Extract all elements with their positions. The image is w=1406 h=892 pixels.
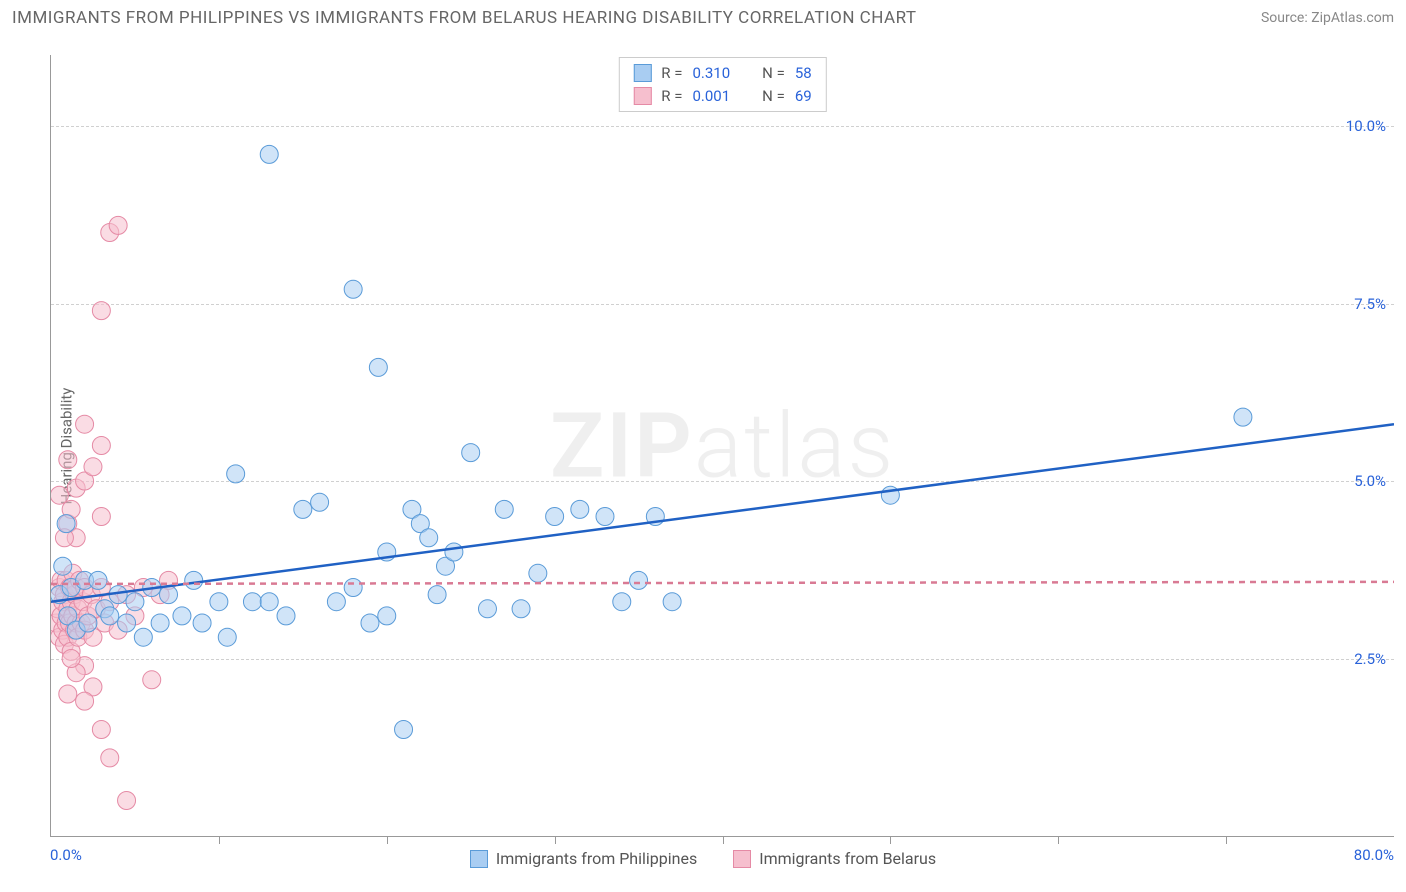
scatter-svg bbox=[51, 55, 1394, 836]
data-point bbox=[57, 515, 75, 533]
x-tick bbox=[387, 836, 388, 844]
data-point bbox=[344, 579, 362, 597]
data-point bbox=[84, 458, 102, 476]
stats-swatch-0 bbox=[633, 64, 651, 82]
legend-label-1: Immigrants from Belarus bbox=[759, 849, 936, 868]
data-point bbox=[218, 628, 236, 646]
data-point bbox=[62, 650, 80, 668]
data-point bbox=[134, 628, 152, 646]
data-point bbox=[173, 607, 191, 625]
data-point bbox=[260, 145, 278, 163]
data-point bbox=[1234, 408, 1252, 426]
data-point bbox=[92, 508, 110, 526]
stat-r-label: R = bbox=[661, 85, 682, 108]
data-point bbox=[118, 792, 136, 810]
data-point bbox=[378, 607, 396, 625]
data-point bbox=[101, 749, 119, 767]
data-point bbox=[118, 614, 136, 632]
chart-source: Source: ZipAtlas.com bbox=[1261, 10, 1394, 26]
data-point bbox=[193, 614, 211, 632]
data-point bbox=[462, 444, 480, 462]
data-point bbox=[243, 593, 261, 611]
stats-legend-row: R = 0.310 N = 58 bbox=[633, 62, 811, 85]
stat-r-value-1: 0.001 bbox=[692, 85, 730, 108]
x-tick bbox=[890, 836, 891, 844]
data-point bbox=[445, 543, 463, 561]
stats-legend: R = 0.310 N = 58 R = 0.001 N = 69 bbox=[618, 57, 826, 112]
legend-item: Immigrants from Belarus bbox=[733, 849, 936, 868]
trend-line bbox=[51, 424, 1394, 602]
data-point bbox=[663, 593, 681, 611]
legend-swatch-1 bbox=[733, 850, 751, 868]
x-tick bbox=[723, 836, 724, 844]
series-legend: Immigrants from Philippines Immigrants f… bbox=[0, 849, 1406, 868]
data-point bbox=[227, 465, 245, 483]
data-point bbox=[92, 721, 110, 739]
trend-line bbox=[51, 582, 1394, 584]
data-point bbox=[54, 557, 72, 575]
x-tick bbox=[219, 836, 220, 844]
data-point bbox=[151, 614, 169, 632]
stats-swatch-1 bbox=[633, 87, 651, 105]
data-point bbox=[495, 500, 513, 518]
data-point bbox=[478, 600, 496, 618]
data-point bbox=[92, 302, 110, 320]
plot-area: ZIPatlas R = 0.310 N = 58 R = 0.001 N = … bbox=[50, 55, 1394, 837]
legend-swatch-0 bbox=[470, 850, 488, 868]
data-point bbox=[92, 437, 110, 455]
data-point bbox=[160, 586, 178, 604]
data-point bbox=[311, 493, 329, 511]
data-point bbox=[361, 614, 379, 632]
data-point bbox=[109, 216, 127, 234]
data-point bbox=[210, 593, 228, 611]
data-point bbox=[76, 415, 94, 433]
data-point bbox=[546, 508, 564, 526]
stats-legend-row: R = 0.001 N = 69 bbox=[633, 85, 811, 108]
data-point bbox=[89, 571, 107, 589]
x-tick bbox=[555, 836, 556, 844]
stat-n-value-1: 69 bbox=[795, 85, 812, 108]
data-point bbox=[596, 508, 614, 526]
legend-label-0: Immigrants from Philippines bbox=[496, 849, 697, 868]
legend-item: Immigrants from Philippines bbox=[470, 849, 697, 868]
data-point bbox=[420, 529, 438, 547]
data-point bbox=[512, 600, 530, 618]
stat-n-value-0: 58 bbox=[795, 62, 812, 85]
data-point bbox=[369, 358, 387, 376]
data-point bbox=[294, 500, 312, 518]
data-point bbox=[185, 571, 203, 589]
data-point bbox=[571, 500, 589, 518]
data-point bbox=[126, 593, 144, 611]
data-point bbox=[59, 451, 77, 469]
data-point bbox=[428, 586, 446, 604]
data-point bbox=[630, 571, 648, 589]
stat-n-label: N = bbox=[762, 85, 785, 108]
data-point bbox=[76, 692, 94, 710]
data-point bbox=[143, 671, 161, 689]
x-tick bbox=[1226, 836, 1227, 844]
stat-r-value-0: 0.310 bbox=[692, 62, 730, 85]
data-point bbox=[101, 607, 119, 625]
x-tick bbox=[1058, 836, 1059, 844]
data-point bbox=[79, 614, 97, 632]
stat-n-label: N = bbox=[762, 62, 785, 85]
data-point bbox=[344, 280, 362, 298]
data-point bbox=[59, 685, 77, 703]
data-point bbox=[327, 593, 345, 611]
chart-header: IMMIGRANTS FROM PHILIPPINES VS IMMIGRANT… bbox=[0, 0, 1406, 32]
data-point bbox=[51, 486, 68, 504]
stat-r-label: R = bbox=[661, 62, 682, 85]
data-point bbox=[260, 593, 278, 611]
data-point bbox=[613, 593, 631, 611]
data-point bbox=[529, 564, 547, 582]
chart-title: IMMIGRANTS FROM PHILIPPINES VS IMMIGRANT… bbox=[12, 8, 917, 28]
data-point bbox=[395, 721, 413, 739]
data-point bbox=[277, 607, 295, 625]
